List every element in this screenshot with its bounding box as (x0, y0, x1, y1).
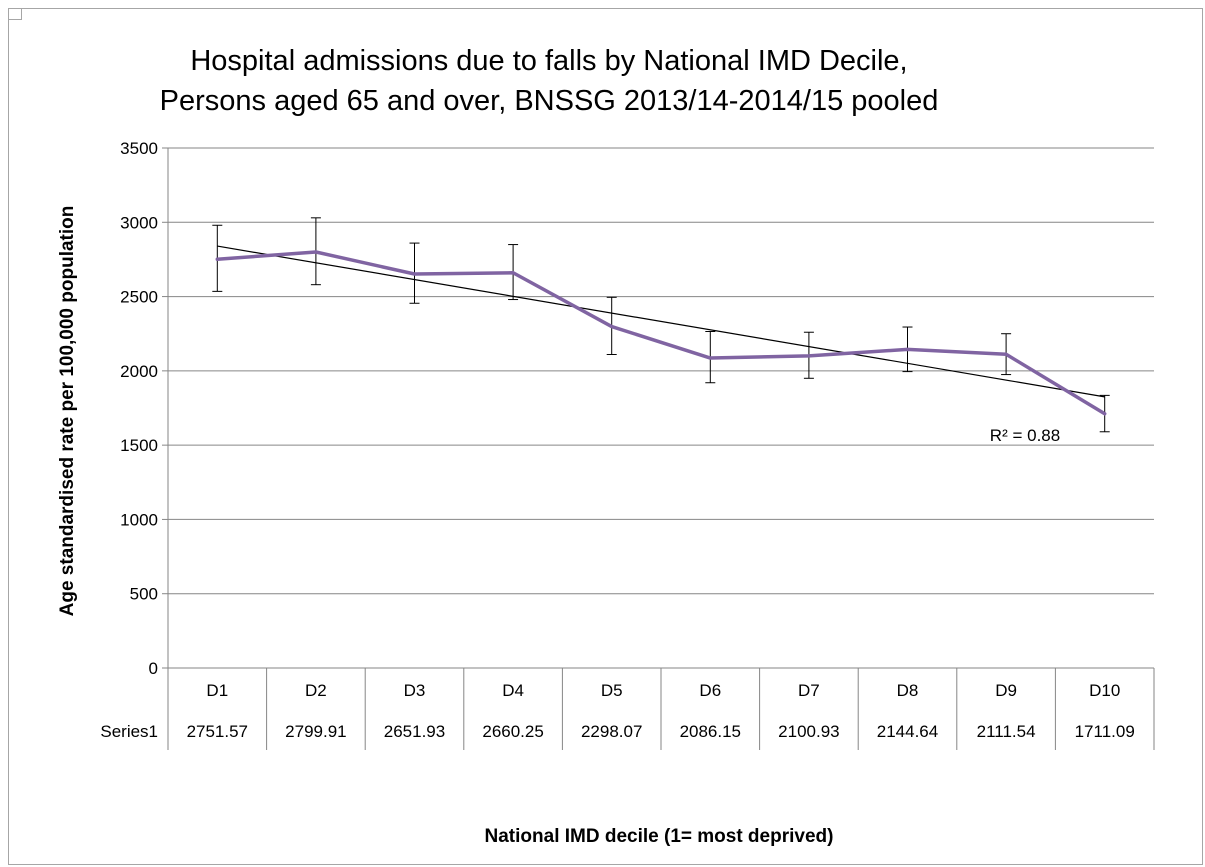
x-tick-label: D1 (206, 681, 228, 700)
x-axis-title: National IMD decile (1= most deprived) (485, 826, 834, 847)
data-label: 2144.64 (877, 722, 938, 741)
y-tick-label: 2500 (120, 288, 158, 307)
x-tick-label: D7 (798, 681, 820, 700)
r-squared-label: R² = 0.88 (990, 426, 1060, 445)
data-label: 2799.91 (285, 722, 346, 741)
trendline-line (217, 245, 1105, 398)
data-label: 1711.09 (1075, 722, 1135, 741)
y-axis-ticks: 0 500 1000 1500 2000 2500 3000 3500 (120, 139, 158, 678)
series-lines (215, 250, 1107, 416)
y-tick-label: 2000 (120, 362, 158, 381)
trendline (217, 245, 1105, 398)
data-label: 2111.54 (977, 722, 1036, 741)
gridlines (162, 147, 1154, 669)
table-series-name: Series1 (100, 722, 158, 741)
x-tick-label: D6 (699, 681, 721, 700)
data-label: 2100.93 (778, 722, 839, 741)
data-label: 2086.15 (680, 722, 741, 741)
x-tick-label: D8 (897, 681, 919, 700)
x-tick-label: D4 (502, 681, 524, 700)
data-label: 2298.07 (581, 722, 642, 741)
frame-corner (9, 9, 22, 20)
x-tick-label: D10 (1089, 681, 1120, 700)
x-tick-label: D5 (601, 681, 623, 700)
x-tick-label: D9 (995, 681, 1017, 700)
x-tick-label: D3 (404, 681, 426, 700)
y-axis-title: Age standardised rate per 100,000 popula… (57, 206, 78, 617)
y-tick-label: 3500 (120, 139, 158, 158)
chart-frame: Hospital admissions due to falls by Nati… (8, 8, 1203, 865)
data-table: D1 D2 D3 D4 D5 D6 D7 D8 D9 D10 Series1 2751.57 2799.… (100, 668, 1155, 750)
y-tick-label: 3000 (120, 213, 158, 232)
y-tick-label: 1500 (120, 436, 158, 455)
y-tick-label: 0 (149, 659, 158, 678)
data-label: 2751.57 (187, 722, 248, 741)
line-chart: Hospital admissions due to falls by Nati… (57, 45, 1155, 847)
chart-title-line-2: Persons aged 65 and over, BNSSG 2013/14-… (160, 85, 939, 117)
error-bars (212, 217, 1110, 433)
y-tick-label: 1000 (120, 510, 158, 529)
chart-title-line-1: Hospital admissions due to falls by Nati… (190, 45, 907, 77)
y-tick-label: 500 (130, 585, 158, 604)
x-tick-label: D2 (305, 681, 327, 700)
data-label: 2660.25 (482, 722, 543, 741)
data-label: 2651.93 (384, 722, 445, 741)
series-line (215, 250, 1107, 416)
